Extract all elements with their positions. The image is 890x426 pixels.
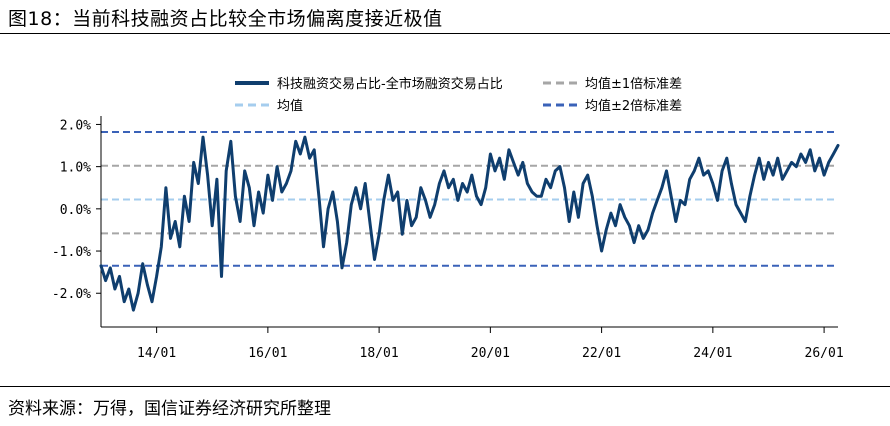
series-layer [99,135,840,312]
y-tick-label: -1.0% [52,245,91,260]
y-tick-label: -2.0% [52,287,91,302]
figure-title: 图18：当前科技融资占比较全市场偏离度接近极值 [8,8,443,30]
x-tick-label: 26/01 [805,346,844,361]
title-rule [0,33,890,34]
x-tick-label: 24/01 [693,346,732,361]
y-tick-label: 1.0% [60,161,91,176]
axes: 2.0% 1.0% 0.0% -1.0% -2.0% 14/01 16/01 18/01 20/… [52,116,844,361]
y-tick-label: 0.0% [60,203,91,218]
legend-label-2: 均值 [277,98,303,114]
x-tick-label: 14/01 [137,346,176,361]
x-tick-label: 18/01 [360,346,399,361]
y-tick-label: 2.0% [60,118,91,133]
legend-label-3: 均值±2倍标准差 [585,98,682,114]
x-tick-label: 16/01 [248,346,287,361]
x-tick-label: 20/01 [471,346,510,361]
legend-label-1: 均值±1倍标准差 [585,76,682,92]
source-note: 资料来源：万得，国信证券经济研究所整理 [8,399,331,419]
source-rule [0,386,890,387]
reference-lines [101,131,838,267]
legend-label-0: 科技融资交易占比-全市场融资交易占比 [277,76,503,92]
series-line-0 [99,135,840,312]
x-tick-label: 22/01 [582,346,621,361]
